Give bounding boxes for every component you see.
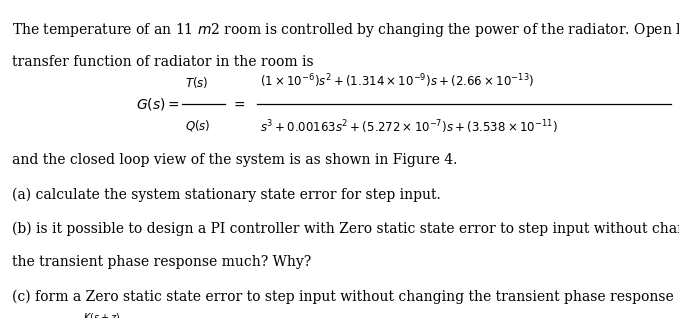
Text: (b) is it possible to design a PI controller with Zero static state error to ste: (b) is it possible to design a PI contro… (12, 221, 679, 236)
Text: (c) form a Zero static state error to step input without changing the transient : (c) form a Zero static state error to st… (12, 289, 674, 304)
Text: the transient phase response much? Why?: the transient phase response much? Why? (12, 255, 312, 269)
Text: $s^3 + 0.00163s^2 + (5.272 \times 10^{-7})s + (3.538 \times 10^{-11})$: $s^3 + 0.00163s^2 + (5.272 \times 10^{-7… (260, 118, 557, 136)
Text: The temperature of an 11 $m$2 room is controlled by changing the power of the ra: The temperature of an 11 $m$2 room is co… (12, 21, 679, 39)
Text: $=$: $=$ (231, 97, 246, 111)
Text: $K(s+z)$: $K(s+z)$ (83, 311, 120, 318)
Text: $(1 \times 10^{-6})s^2 + (1.314 \times 10^{-9})s + (2.66 \times 10^{-13})$: $(1 \times 10^{-6})s^2 + (1.314 \times 1… (260, 72, 534, 90)
Text: (a) calculate the system stationary state error for step input.: (a) calculate the system stationary stat… (12, 187, 441, 202)
Text: $T(s)$: $T(s)$ (185, 75, 208, 90)
Text: $G(s) =$: $G(s) =$ (136, 96, 180, 112)
Text: transfer function of radiator in the room is: transfer function of radiator in the roo… (12, 55, 314, 69)
Text: $Q(s)$: $Q(s)$ (185, 118, 210, 133)
Text: and the closed loop view of the system is as shown in Figure 4.: and the closed loop view of the system i… (12, 153, 458, 167)
